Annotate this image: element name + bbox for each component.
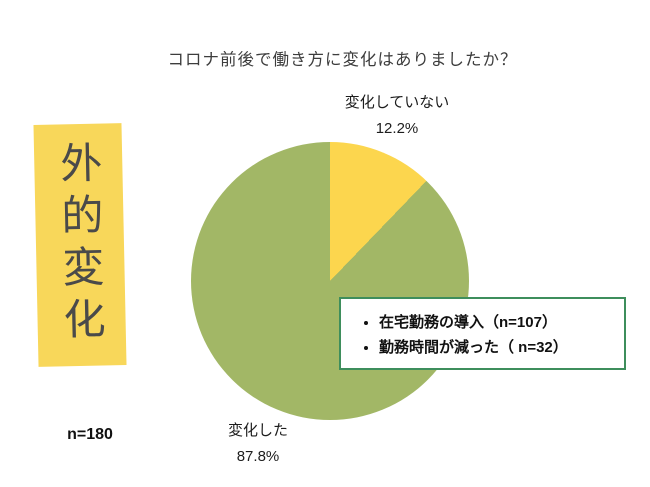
annotation-item: 勤務時間が減った（ n=32） [379,336,568,357]
side-banner: 外的変化 [33,123,127,367]
chart-title: コロナ前後で働き方に変化はありましたか？ [167,51,518,69]
pie-label-no-change-text: 変化していない [344,94,450,111]
pie-label-changed-text: 変化した [227,422,288,439]
annotation-item: 在宅勤務の導入（n=107） [379,311,568,332]
side-banner-label: 外的変化 [54,140,106,350]
pie-label-changed-value: 87.8% [236,447,280,465]
pie-chart [191,142,469,420]
sample-size-label: n=180 [67,426,113,443]
annotation-list: 在宅勤務の導入（n=107） 勤務時間が減った（ n=32） [341,307,568,361]
pie-label-no-change-value: 12.2% [375,119,419,137]
pie-label-changed: 変化した 87.8% [173,418,343,469]
annotation-box: 在宅勤務の導入（n=107） 勤務時間が減った（ n=32） [339,297,626,370]
pie-label-no-change: 変化していない 12.2% [312,90,482,141]
